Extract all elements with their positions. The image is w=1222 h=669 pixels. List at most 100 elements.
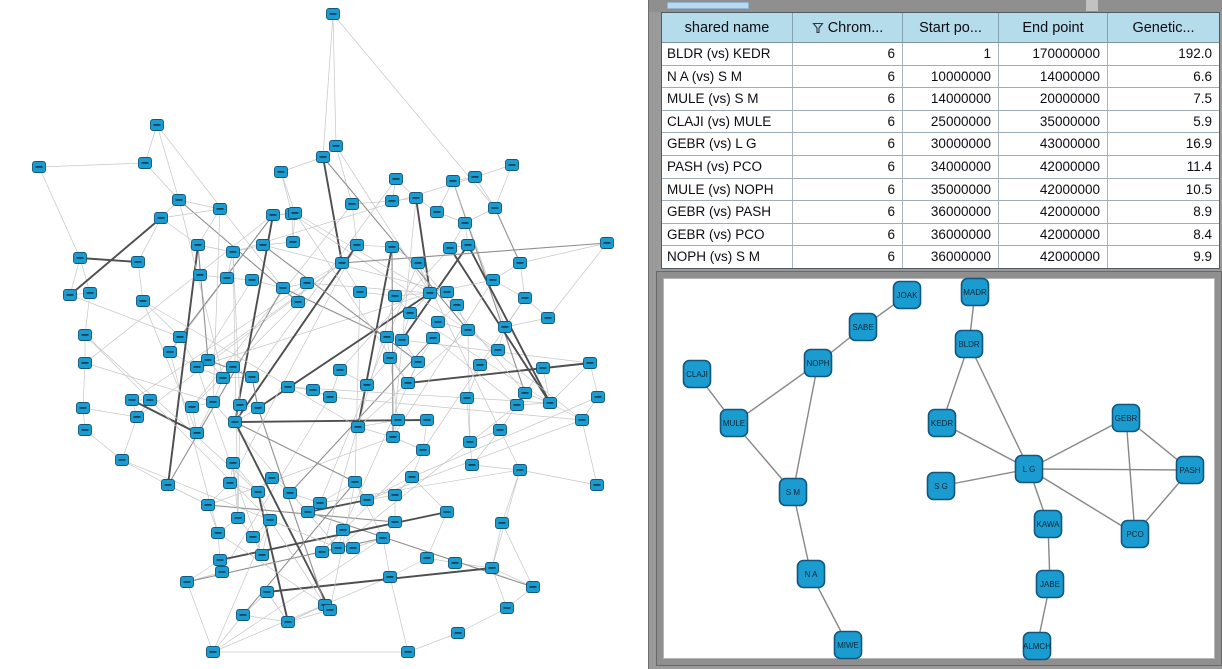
node-label	[496, 429, 504, 431]
network-node[interactable]	[803, 348, 833, 378]
network-edge	[501, 469, 521, 524]
network-node[interactable]	[960, 277, 990, 307]
network-node[interactable]	[719, 408, 749, 438]
table-cell: MULE (vs) NOPH	[662, 178, 793, 201]
overview-network-panel[interactable]	[0, 0, 648, 669]
node-label	[464, 244, 472, 246]
network-edge	[407, 362, 591, 384]
network-node[interactable]	[778, 477, 808, 507]
network-node[interactable]	[927, 408, 957, 438]
node-label	[175, 199, 183, 201]
node-label	[332, 145, 340, 147]
network-node[interactable]	[682, 359, 712, 389]
node-label	[254, 491, 262, 493]
table-row[interactable]: GEBR (vs) L G 6 30000000 43000000 16.9	[662, 133, 1219, 156]
table-cell: NOPH (vs) S M	[662, 246, 793, 268]
node-label: S G	[934, 482, 948, 491]
table-row[interactable]: BLDR (vs) KEDR 6 1 170000000 192.0	[662, 43, 1219, 66]
table-row[interactable]: PASH (vs) PCO 6 34000000 42000000 11.4	[662, 155, 1219, 179]
table-cell: 34000000	[903, 155, 999, 178]
node-label	[386, 357, 394, 359]
network-node[interactable]	[833, 630, 863, 660]
column-header-shared-name[interactable]: shared name	[662, 13, 793, 42]
node-label	[539, 367, 547, 369]
network-edge	[257, 491, 289, 623]
filter-icon[interactable]	[812, 22, 824, 34]
node-label	[363, 499, 371, 501]
node-label	[414, 262, 422, 264]
node-label	[464, 329, 472, 331]
overview-network-canvas[interactable]	[0, 0, 648, 669]
node-label: ALMCH	[1023, 642, 1051, 651]
table-cell: GEBR (vs) PCO	[662, 223, 793, 246]
node-label	[304, 511, 312, 513]
node-label	[508, 164, 516, 166]
network-edge	[467, 329, 471, 443]
network-edge	[121, 459, 271, 521]
table-row[interactable]: MULE (vs) S M 6 14000000 20000000 7.5	[662, 88, 1219, 111]
node-label	[218, 571, 226, 573]
column-header-genetic[interactable]: Genetic...	[1108, 13, 1219, 42]
network-edge	[269, 519, 339, 549]
table-cell: 7.5	[1193, 91, 1212, 107]
column-header-start-point[interactable]: Start po...	[903, 13, 999, 42]
network-edge	[212, 576, 391, 653]
node-label	[81, 429, 89, 431]
column-header-end-point[interactable]: End point	[999, 13, 1108, 42]
node-label	[35, 166, 43, 168]
node-label	[443, 511, 451, 513]
network-node[interactable]	[1120, 519, 1150, 549]
node-label: JABE	[1040, 580, 1060, 589]
table-row[interactable]: MULE (vs) NOPH 6 35000000 42000000 10.5	[662, 178, 1219, 202]
network-edge	[242, 614, 289, 623]
node-label	[398, 339, 406, 341]
network-edge	[332, 13, 337, 147]
network-edge	[38, 166, 81, 259]
table-row[interactable]: NOPH (vs) S M 6 36000000 42000000 9.9	[662, 246, 1219, 268]
network-node[interactable]	[1175, 455, 1205, 485]
table-row[interactable]: GEBR (vs) PCO 6 36000000 42000000 8.4	[662, 223, 1219, 247]
network-edge	[411, 476, 448, 513]
network-node[interactable]	[1035, 569, 1065, 599]
network-node[interactable]	[1014, 454, 1044, 484]
table-top-scrollbar[interactable]	[649, 0, 1222, 12]
scrollbar-thumb[interactable]	[667, 2, 749, 9]
node-label: MADR	[963, 288, 987, 297]
node-label: NOPH	[806, 359, 829, 368]
table-cell: 36000000	[903, 201, 999, 223]
node-label	[234, 517, 242, 519]
network-node[interactable]	[926, 471, 956, 501]
network-edge	[69, 257, 81, 296]
node-label	[488, 567, 496, 569]
network-node[interactable]	[1033, 509, 1063, 539]
column-header-chromosome[interactable]: Chrom...	[793, 13, 903, 42]
node-label	[193, 366, 201, 368]
node-label	[329, 13, 337, 15]
network-edge	[212, 537, 384, 653]
node-label	[286, 492, 294, 494]
table-cell: 6	[793, 88, 903, 110]
detail-network-canvas[interactable]: JOAK SABE NOPH CLAJI MULE S M N A MIWE MADR BLDR K…	[657, 272, 1221, 665]
node-label	[188, 406, 196, 408]
node-label	[204, 504, 212, 506]
network-edge	[499, 429, 521, 471]
network-node[interactable]	[1022, 631, 1052, 661]
table-row[interactable]: GEBR (vs) PASH 6 36000000 42000000 8.9	[662, 201, 1219, 224]
node-label	[419, 449, 427, 451]
node-label	[128, 399, 136, 401]
network-node[interactable]	[796, 559, 826, 589]
node-label	[326, 609, 334, 611]
node-label	[388, 200, 396, 202]
table-row[interactable]: N A (vs) S M 6 10000000 14000000 6.6	[662, 65, 1219, 89]
network-node[interactable]	[1111, 403, 1141, 433]
table-header-row: shared name Chrom... Start po... End poi…	[662, 13, 1219, 43]
network-edge	[332, 13, 496, 209]
network-node[interactable]	[954, 329, 984, 359]
table-row[interactable]: CLAJI (vs) MULE 6 25000000 35000000 5.9	[662, 110, 1219, 134]
node-label: L G	[1023, 465, 1036, 474]
node-label	[318, 551, 326, 553]
network-node[interactable]	[892, 280, 922, 310]
table-cell: 6	[793, 43, 903, 65]
network-node[interactable]	[848, 312, 878, 342]
node-label	[513, 404, 521, 406]
